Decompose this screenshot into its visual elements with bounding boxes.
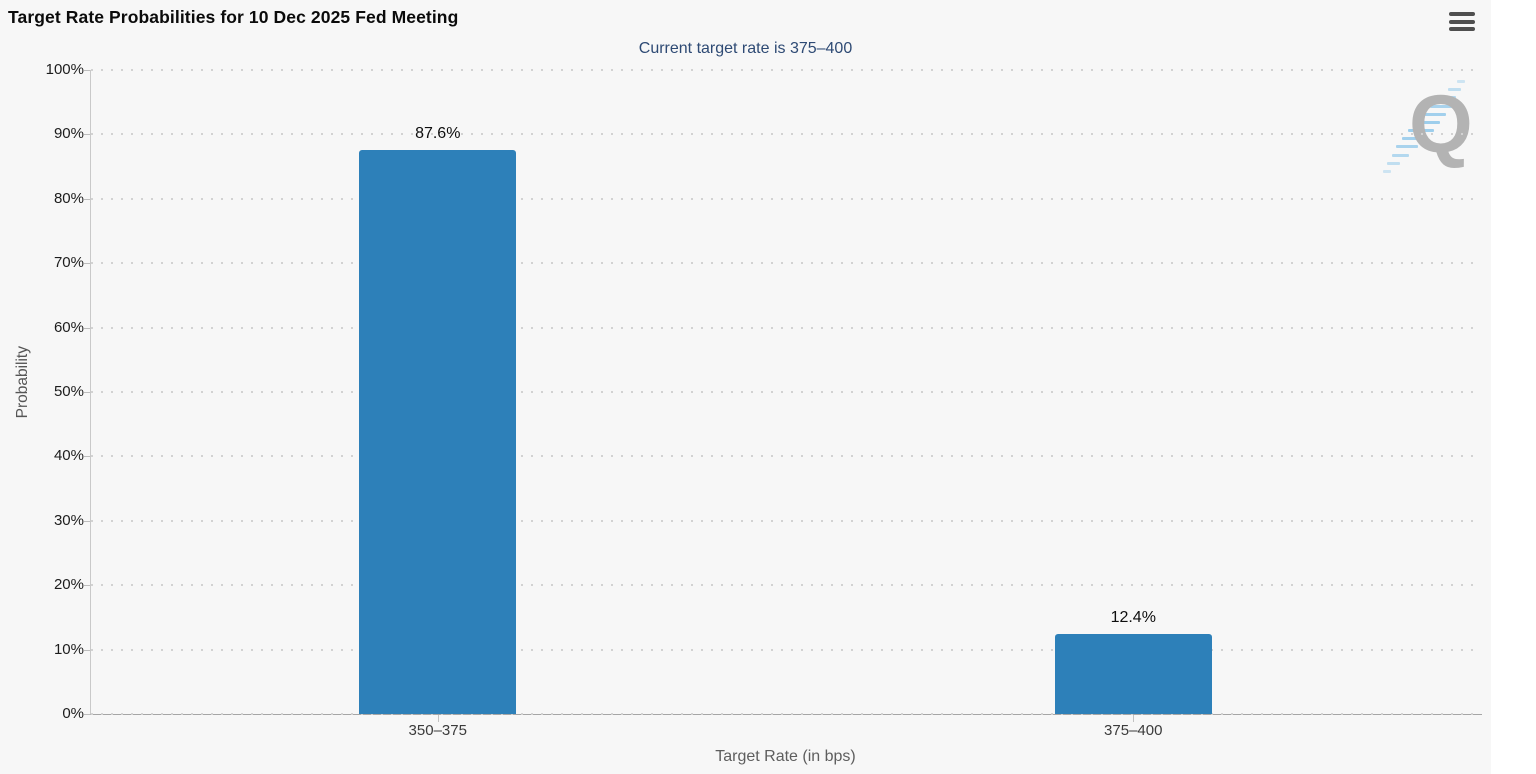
y-tick-mark bbox=[84, 198, 90, 200]
current-target-rate-subtitle: Current target rate is 375–400 bbox=[638, 40, 853, 57]
probability-bar[interactable] bbox=[1054, 634, 1212, 714]
y-tick-mark bbox=[84, 134, 90, 136]
watermark-dash-icon bbox=[1447, 88, 1461, 92]
quikstrike-watermark-logo: Q bbox=[1383, 74, 1495, 182]
watermark-dash-icon bbox=[1391, 153, 1410, 157]
y-tick-label: 10% bbox=[53, 640, 84, 658]
chart-menu-button[interactable] bbox=[1449, 12, 1475, 31]
x-category-label: 350–375 bbox=[408, 722, 467, 739]
y-tick-mark bbox=[84, 520, 90, 522]
y-tick-mark bbox=[84, 263, 90, 265]
y-tick-label: 60% bbox=[53, 318, 84, 336]
bar-value-label: 87.6% bbox=[415, 124, 461, 142]
y-tick-label: 50% bbox=[53, 383, 84, 400]
y-gridline bbox=[91, 713, 1481, 715]
y-gridline bbox=[91, 326, 1481, 329]
watermark-dash-icon bbox=[1387, 161, 1401, 165]
hamburger-menu-icon bbox=[1449, 12, 1475, 16]
y-gridline bbox=[91, 519, 1481, 522]
hamburger-menu-icon bbox=[1449, 19, 1475, 24]
watermark-dash-icon bbox=[1438, 96, 1457, 100]
y-gridline bbox=[91, 391, 1481, 393]
y-tick-mark bbox=[84, 456, 90, 458]
y-tick-label: 90% bbox=[53, 125, 84, 143]
y-tick-label: 40% bbox=[53, 447, 84, 465]
hamburger-menu-icon bbox=[1449, 27, 1475, 31]
y-gridline bbox=[91, 584, 1481, 587]
chart-title: Target Rate Probabilities for 10 Dec 202… bbox=[8, 7, 459, 27]
y-tick-mark bbox=[84, 714, 90, 715]
x-axis-title: Target Rate (in bps) bbox=[715, 748, 856, 765]
y-tick-label: 30% bbox=[53, 511, 84, 529]
y-tick-label: 70% bbox=[53, 254, 84, 272]
watermark-dash-icon bbox=[1421, 112, 1447, 116]
y-tick-mark bbox=[84, 327, 90, 329]
y-gridline bbox=[91, 262, 1481, 265]
y-tick-label: 80% bbox=[53, 189, 84, 207]
y-gridline bbox=[91, 648, 1481, 651]
watermark-dash-icon bbox=[1396, 145, 1418, 149]
x-category-label: 375–400 bbox=[1104, 722, 1163, 739]
y-gridline bbox=[91, 133, 1481, 136]
x-tick-mark bbox=[1133, 715, 1135, 722]
fedwatch-chart-panel: Target Rate Probabilities for 10 Dec 202… bbox=[8, 7, 1482, 765]
x-tick-mark bbox=[437, 715, 439, 722]
watermark-dash-icon bbox=[1414, 120, 1441, 124]
watermark-dash-icon bbox=[1407, 129, 1434, 133]
y-tick-mark bbox=[84, 70, 90, 71]
y-gridline bbox=[91, 455, 1481, 458]
watermark-dash-icon bbox=[1430, 104, 1452, 108]
y-tick-mark bbox=[84, 585, 90, 587]
y-tick-mark bbox=[84, 649, 90, 651]
y-tick-mark bbox=[84, 392, 90, 393]
y-gridline bbox=[91, 69, 1481, 71]
watermark-dash-icon bbox=[1401, 137, 1427, 141]
bar-value-label: 12.4% bbox=[1110, 609, 1156, 627]
y-tick-label: 20% bbox=[53, 576, 84, 594]
probability-bar[interactable] bbox=[359, 149, 517, 714]
watermark-dash-icon bbox=[1383, 170, 1391, 173]
quikstrike-q-icon: Q bbox=[1409, 79, 1473, 170]
watermark-dash-icon bbox=[1457, 80, 1465, 83]
y-tick-label: 100% bbox=[45, 61, 84, 78]
y-gridline bbox=[91, 197, 1481, 200]
y-tick-label: 0% bbox=[62, 705, 84, 722]
